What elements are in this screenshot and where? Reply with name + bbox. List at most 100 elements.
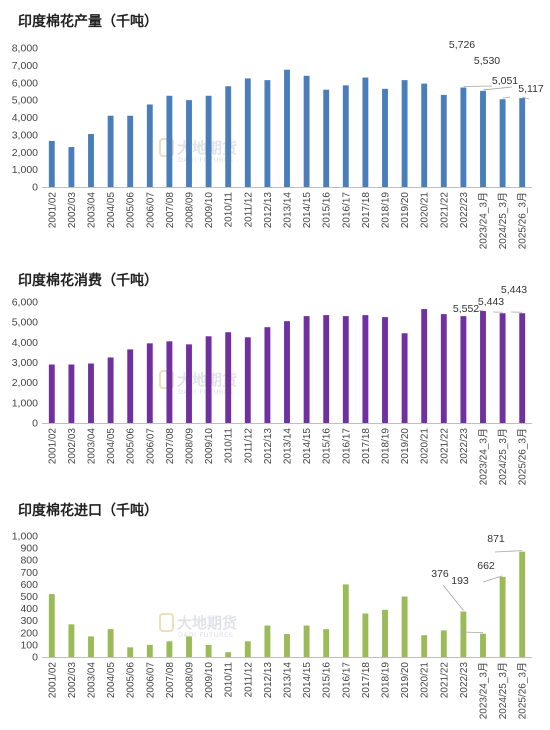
bar [146, 343, 153, 423]
bar [166, 95, 173, 187]
data-label: 193 [451, 575, 469, 587]
y-tick-label: 5,000 [12, 317, 38, 329]
bar [88, 636, 94, 657]
data-label: 871 [487, 533, 505, 545]
y-tick-label: 900 [20, 543, 38, 555]
y-tick-label: 300 [20, 615, 38, 627]
x-tick-label: 2024/25_3月 [497, 428, 509, 485]
bar [186, 344, 192, 423]
watermark-sub: DADI FUTURES [178, 631, 234, 639]
bar [88, 363, 94, 423]
x-tick-label: 2001/02 [47, 192, 58, 229]
x-tick-label: 2025/26_3月 [517, 662, 529, 719]
bar [303, 316, 310, 423]
x-tick-label: 2023/24_3月 [478, 428, 490, 485]
bar [284, 634, 290, 657]
y-tick-label: 6,000 [12, 297, 38, 309]
bar [186, 100, 192, 188]
x-tick-label: 2020/21 [420, 428, 431, 465]
data-label: 5,530 [474, 55, 500, 67]
x-tick-label: 2001/02 [47, 428, 58, 465]
x-tick-label: 2016/17 [341, 428, 352, 465]
x-tick-label: 2020/21 [420, 662, 431, 699]
watermark-name: 大地期货 [177, 614, 237, 632]
x-tick-label: 2025/26_3月 [517, 428, 529, 485]
chart-title: 印度棉花进口（千吨） [18, 502, 158, 519]
y-tick-label: 0 [32, 652, 38, 664]
bar [440, 94, 447, 187]
bar [519, 551, 526, 657]
bar [421, 635, 428, 657]
y-tick-label: 1,000 [12, 164, 38, 176]
bar [107, 357, 114, 423]
y-tick-label: 2,000 [12, 147, 38, 159]
bar [48, 140, 55, 187]
data-label: 5,443 [478, 296, 504, 308]
bar [244, 337, 251, 423]
x-tick-label: 2006/07 [145, 192, 156, 229]
data-label: 376 [431, 568, 449, 580]
y-tick-label: 500 [20, 591, 38, 603]
x-tick-label: 2025/26_3月 [517, 192, 529, 249]
y-tick-label: 600 [20, 579, 38, 591]
y-tick-label: 4,000 [12, 112, 38, 124]
bar [244, 78, 251, 187]
y-tick-label: 1,000 [12, 397, 38, 409]
x-tick-label: 2016/17 [341, 192, 352, 229]
bar [480, 90, 486, 187]
bar [460, 87, 467, 187]
bar [362, 613, 369, 657]
x-tick-label: 2003/04 [87, 662, 98, 699]
x-tick-label: 2007/08 [165, 428, 176, 465]
bar [440, 314, 447, 423]
x-tick-label: 2009/10 [204, 428, 215, 465]
bar [284, 321, 290, 423]
bar [401, 333, 408, 423]
y-tick-label: 5,000 [12, 95, 38, 107]
x-tick-label: 2006/07 [145, 428, 156, 465]
x-tick-label: 2002/03 [67, 192, 78, 229]
y-tick-label: 4,000 [12, 337, 38, 349]
x-tick-label: 2013/14 [283, 428, 294, 465]
x-tick-label: 2014/15 [302, 428, 313, 465]
bar [264, 625, 271, 657]
data-label-leader [522, 96, 530, 100]
bar [225, 332, 232, 423]
data-label: 5,443 [501, 284, 527, 296]
bar [499, 99, 506, 187]
bar [264, 80, 271, 187]
y-tick-label: 3,000 [12, 357, 38, 369]
x-tick-label: 2018/19 [381, 428, 392, 465]
x-tick-label: 2016/17 [341, 662, 352, 699]
watermark-sub: DADI FUTURES [178, 156, 234, 164]
bar [225, 652, 232, 657]
x-tick-label: 2003/04 [87, 428, 98, 465]
y-tick-label: 1,000 [12, 531, 38, 543]
bar [342, 316, 349, 423]
data-label-leader [482, 575, 503, 583]
bar [460, 611, 467, 657]
y-tick-label: 8,000 [12, 43, 38, 55]
x-tick-label: 2019/20 [400, 662, 411, 699]
bar [480, 633, 486, 657]
x-tick-label: 2005/06 [126, 192, 137, 229]
x-tick-label: 2007/08 [165, 662, 176, 699]
data-label: 5,726 [449, 39, 475, 51]
x-tick-label: 2017/18 [361, 662, 372, 699]
bar [323, 629, 330, 657]
x-tick-label: 2013/14 [283, 192, 294, 229]
data-label-leader [459, 631, 484, 634]
chart-title: 印度棉花消费（千吨） [18, 272, 158, 289]
y-tick-label: 3,000 [12, 129, 38, 141]
bar [225, 86, 232, 187]
bar [88, 134, 94, 187]
x-tick-label: 2010/11 [224, 428, 235, 464]
x-tick-label: 2010/11 [224, 192, 235, 228]
bar [480, 311, 486, 423]
x-tick-label: 2006/07 [145, 662, 156, 699]
bar [205, 644, 212, 657]
bar [303, 75, 310, 187]
